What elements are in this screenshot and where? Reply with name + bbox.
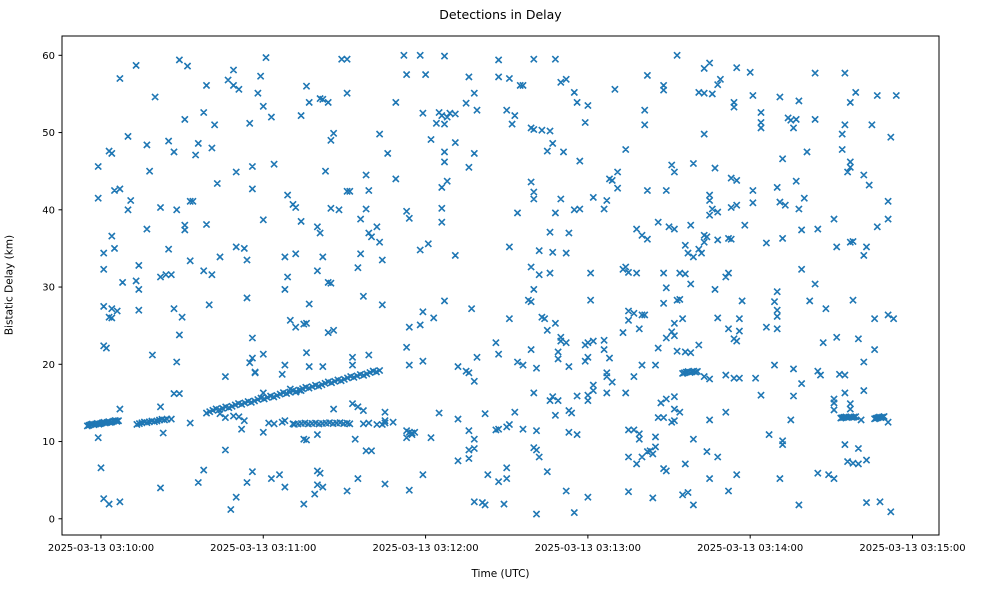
axes-frame — [61, 35, 940, 536]
y-tick-label: 50 — [42, 128, 55, 139]
y-tick-label: 10 — [42, 437, 55, 448]
y-tick-label: 60 — [42, 51, 55, 62]
y-tick-label: 40 — [42, 205, 55, 216]
scatter-points — [83, 51, 900, 518]
y-tick-label: 0 — [49, 514, 55, 525]
x-tick-label: 2025-03-13 03:15:00 — [859, 543, 965, 554]
x-tick-label: 2025-03-13 03:13:00 — [535, 543, 641, 554]
x-axis-label: Time (UTC) — [471, 568, 530, 580]
x-tick-label: 2025-03-13 03:12:00 — [372, 543, 478, 554]
x-tick-label: 2025-03-13 03:14:00 — [697, 543, 803, 554]
x-tick-label: 2025-03-13 03:11:00 — [210, 543, 316, 554]
chart-title: Detections in Delay — [439, 7, 562, 22]
y-tick-label: 20 — [42, 360, 55, 371]
y-tick-label: 30 — [42, 283, 55, 294]
x-tick-label: 2025-03-13 03:10:00 — [48, 543, 154, 554]
